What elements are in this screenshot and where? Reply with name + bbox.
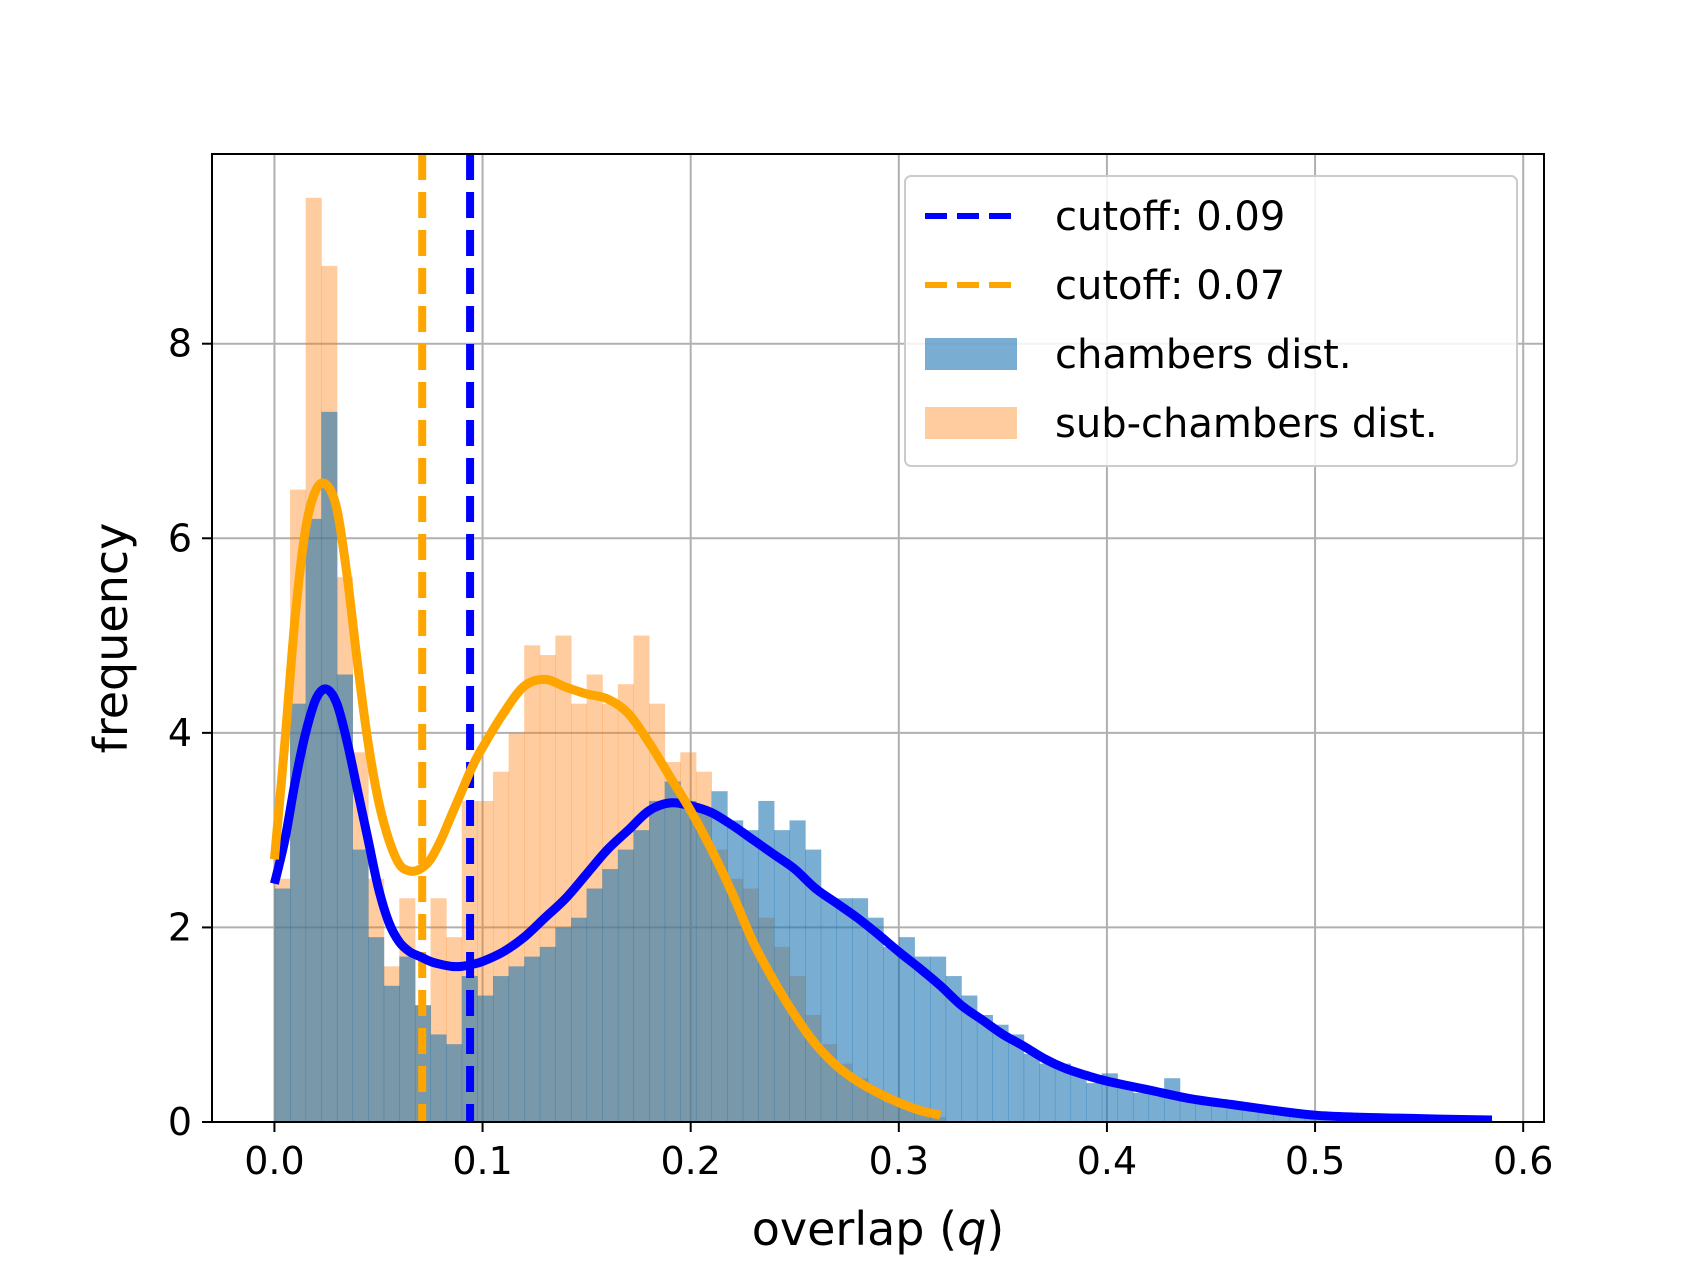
histogram-bar [1086,1083,1103,1122]
histogram-bar [680,800,697,1122]
histogram-bar [305,518,322,1122]
histogram-bar [664,781,681,1122]
x-tick-label: 0.0 [244,1139,304,1183]
histogram-bar [883,946,900,1122]
y-tick-label: 4 [168,711,192,755]
histogram-bar [961,995,978,1122]
histogram-bar [430,1034,447,1122]
histogram-bar [789,820,806,1122]
histogram-bar [1039,1063,1056,1122]
legend: cutoff: 0.09 cutoff: 0.07 chambers dist.… [904,175,1518,467]
y-axis-ticks: 0 2 4 6 8 [168,322,212,1144]
histogram-bar [930,956,947,1122]
histogram-bar [352,849,369,1122]
histogram-bar [336,674,353,1122]
histogram-bar [586,888,603,1122]
histogram-bar [1070,1073,1087,1122]
histogram-bar [836,898,853,1122]
plot-frame [211,153,1545,1123]
histogram-bar [321,411,338,1122]
histogram-bar [820,898,837,1122]
y-tick-label: 2 [168,905,192,949]
legend-item-chambers: chambers dist. [925,332,1352,378]
histogram-bar [555,927,572,1122]
kde-curve [269,478,942,1120]
histogram-bar [1132,1092,1150,1122]
histogram-bar [383,985,400,1122]
y-tick-label: 6 [168,516,192,560]
histogram-bar [399,956,416,1122]
histogram-bar [742,830,759,1122]
histogram-bar [1008,1034,1025,1122]
histogram-bar [976,1014,993,1122]
y-axis-label: frequency [84,523,138,754]
histogram-bar [992,1024,1009,1122]
histogram-bar [773,830,791,1122]
legend-item-sub-chambers: sub-chambers dist. [925,401,1438,447]
legend-swatch-chambers [925,338,1017,370]
y-tick-label: 0 [168,1100,192,1144]
histogram-bar [898,937,915,1122]
x-axis-label: overlap (q) [752,1202,1004,1256]
legend-label-orange-cutoff: cutoff: 0.07 [1055,263,1285,309]
histogram-bar [805,849,822,1122]
kde-curves [269,478,1493,1122]
histogram-bar [368,937,385,1122]
histogram-bar [727,820,744,1122]
x-tick-label: 0.1 [452,1139,512,1183]
histogram-bar [1023,1053,1040,1122]
legend-label-sub-chambers: sub-chambers dist. [1055,401,1438,447]
x-tick-label: 0.5 [1285,1139,1345,1183]
histogram-bar [695,810,712,1122]
histogram-bar [477,995,494,1122]
kde-curve [270,684,1493,1122]
x-tick-label: 0.2 [660,1139,720,1183]
histogram-bar [945,976,962,1122]
x-tick-label: 0.4 [1077,1139,1137,1183]
y-tick-label: 8 [168,322,192,366]
histogram-bar [617,849,634,1122]
histogram-bar [571,917,588,1122]
histogram-bar [1148,1092,1165,1122]
legend-item-orange-cutoff: cutoff: 0.07 [925,263,1285,309]
histogram-bar [602,869,619,1122]
histogram-bar [524,956,541,1122]
legend-swatch-sub-chambers [925,407,1017,439]
histogram-bar [649,800,666,1122]
histogram-bar [633,830,650,1122]
histogram-bar [1164,1078,1181,1122]
x-tick-label: 0.3 [869,1139,929,1183]
histogram-bar [1273,1112,1290,1122]
legend-label-blue-cutoff: cutoff: 0.09 [1055,194,1285,240]
legend-box [904,175,1518,467]
histogram-bar [1179,1097,1196,1122]
histogram-bar [508,966,525,1122]
histogram-bar [867,917,884,1122]
histogram-bar [1117,1087,1134,1122]
legend-label-chambers: chambers dist. [1055,332,1352,378]
histogram-bar [851,898,869,1122]
histogram-bar [446,1044,463,1122]
histogram-bar [274,888,291,1122]
x-axis-ticks: 0.0 0.1 0.2 0.3 0.4 0.5 0.6 [244,1122,1553,1183]
histogram-bar [711,791,728,1122]
legend-item-blue-cutoff: cutoff: 0.09 [925,194,1285,240]
histogram-bar [914,956,931,1122]
histogram-bar [492,976,510,1122]
histogram-bar [539,946,556,1122]
plot-area [269,154,1493,1122]
x-tick-label: 0.6 [1493,1139,1553,1183]
histogram-bar [1054,1063,1072,1122]
